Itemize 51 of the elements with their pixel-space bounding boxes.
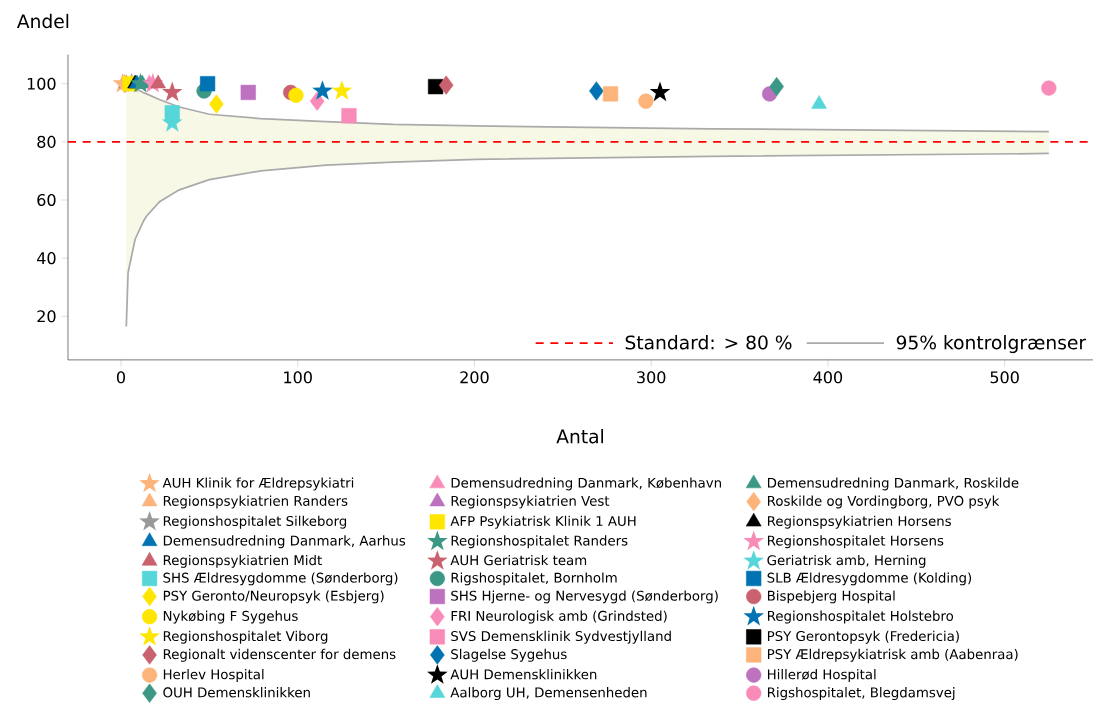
legend-label: Hillerød Hospital [767,668,876,682]
x-axis-title: Antal [556,428,603,444]
legend-label: PSY Geronto/Neuropsyk (Esbjerg) [163,590,384,604]
legend-label: Geriatrisk amb, Herning [767,554,926,568]
y-axis-title: Andel [16,13,69,29]
x-tick-label: 0 [116,371,126,384]
legend-label: Standard: > 80 % [625,335,792,350]
legend-label: Regionshospitalet Viborg [163,630,328,644]
legend-label: Regionspsykiatrien Vest [451,495,610,509]
y-tick-label: 100 [27,77,56,90]
legend-label: Aalborg UH, Demensenheden [450,687,647,700]
x-tick-label: 500 [990,371,1019,384]
legend-label: Slagelse Sygehus [451,648,567,662]
y-tick-label: 40 [37,252,56,265]
legend-label: AFP Psykiatrisk Klinik 1 AUH [450,515,636,529]
legend-label: Regionspsykiatrien Horsens [767,515,951,529]
legend-label: Regionshospitalet Holstebro [767,610,954,624]
y-tick-label: 80 [37,135,56,148]
legend-label: Regionshospitalet Randers [451,535,628,549]
legend-label: Roskilde og Vordingborg, PVO psyk [767,495,1000,509]
legend-label: FRI Neurologisk amb (Grindsted) [451,610,667,624]
legend-label: SHS Hjerne- og Nervesygd (Sønderborg) [451,590,718,604]
legend-label: AUH Geriatrisk team [450,554,587,566]
legend-label: Regionspsykiatrien Randers [163,495,348,509]
legend-label: Regionshospitalet Silkeborg [163,515,347,529]
y-tick-label: 20 [37,310,56,323]
legend-label: SLB Ældresygdomme (Kolding) [767,572,972,586]
x-tick-label: 100 [284,371,312,384]
x-tick-label: 400 [813,371,843,384]
legend-label: Rigshospitalet, Bornholm [451,572,617,586]
legend-label: PSY Ældrepsykiatrisk amb (Aabenraa) [767,648,1018,662]
legend-label: Herlev Hospital [163,668,264,682]
legend-label: Demensudredning Danmark, København [451,477,721,491]
legend-label: Nykøbing F Sygehus [163,610,298,624]
legend-label: Demensudredning Danmark, Aarhus [163,535,406,549]
legend-label: Regionshospitalet Horsens [767,535,944,549]
y-tick-label: 60 [37,193,56,207]
legend-label: SHS Ældresygdomme (Sønderborg) [163,572,398,586]
legend-label: Bispebjerg Hospital [767,590,895,604]
x-tick-label: 300 [637,371,666,384]
x-tick-label: 200 [460,371,489,384]
legend-label: PSY Gerontopsyk (Fredericia) [767,630,959,644]
legend-label: OUH Demensklinikken [163,687,310,698]
legend-label: 95% kontrolgrænser [896,335,1087,354]
legend-label: SVS Demensklinik Sydvestjylland [451,630,671,644]
legend-label: Regionalt videnscenter for demens [163,648,396,662]
legend-label: Regionspsykiatrien Midt [163,554,322,568]
legend-label: Demensudredning Danmark, Roskilde [767,477,1019,491]
legend-label: AUH Demensklinikken [450,668,597,680]
legend-label: AUH Klinik for Ældrepsykiatri [162,477,354,491]
legend-label: Rigshospitalet, Blegdamsvej [767,687,955,700]
